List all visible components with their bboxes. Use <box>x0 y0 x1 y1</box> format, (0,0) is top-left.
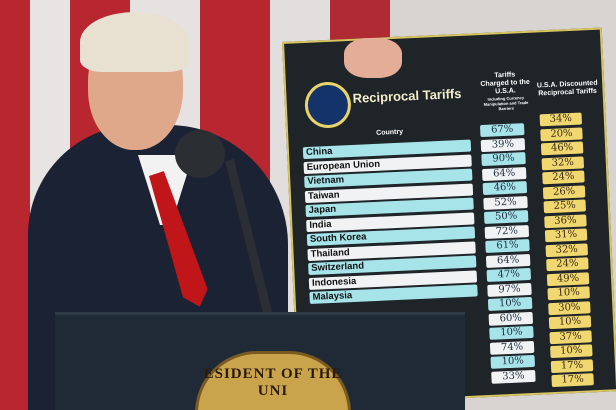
charged-cell: 52% <box>483 195 528 210</box>
discounted-cell: 37% <box>549 329 592 344</box>
charged-subheader: Including Currency Manipulation and Trad… <box>483 95 529 112</box>
charged-cell: 90% <box>481 152 526 167</box>
charged-cell: 50% <box>483 210 529 225</box>
country-header: Country <box>376 128 404 137</box>
discounted-cell: 34% <box>539 112 583 127</box>
discounted-cell: 30% <box>548 300 591 315</box>
discounted-header: U.S.A. Discounted Reciprocal Tariffs <box>536 79 598 98</box>
charged-cell: 67% <box>479 123 525 138</box>
charged-cell: 10% <box>489 325 534 340</box>
discounted-cell: 24% <box>542 170 585 185</box>
charged-cell: 10% <box>490 354 535 369</box>
discounted-cell: 36% <box>544 213 587 228</box>
discounted-cell: 20% <box>540 126 583 141</box>
charged-header-text: Tariffs Charged to the U.S.A. <box>480 71 530 96</box>
discounted-cell: 46% <box>540 141 584 156</box>
charged-cell: 10% <box>487 296 533 311</box>
discounted-cell: 24% <box>546 257 589 272</box>
charged-cell: 74% <box>489 340 535 355</box>
charged-cell: 47% <box>486 267 532 282</box>
charged-cell: 61% <box>485 238 530 253</box>
charged-cell: 46% <box>482 181 528 196</box>
discounted-cell: 49% <box>546 271 590 286</box>
seal-text: ESIDENT OF THE UNI <box>203 366 343 399</box>
hand <box>344 38 402 78</box>
discounted-cell: 10% <box>548 315 592 330</box>
charged-cell: 33% <box>491 369 536 384</box>
discounted-cell: 17% <box>550 358 594 373</box>
microphone <box>175 130 225 178</box>
charged-header: Tariffs Charged to the U.S.A. Including C… <box>480 71 532 112</box>
charged-cell: 39% <box>480 137 526 152</box>
charged-cell: 72% <box>484 224 530 239</box>
board-title: Reciprocal Tariffs <box>352 85 462 106</box>
discounted-cell: 25% <box>543 199 586 214</box>
speaker-hair <box>80 12 190 72</box>
discounted-cell: 26% <box>542 184 586 199</box>
podium-seal: ESIDENT OF THE UNI <box>195 351 351 410</box>
charged-cell: 60% <box>488 311 534 326</box>
discounted-cell: 10% <box>547 286 590 301</box>
discounted-cell: 32% <box>541 155 585 170</box>
charged-cell: 64% <box>481 166 527 181</box>
presidential-seal-icon <box>303 80 352 130</box>
charged-cell: 97% <box>487 282 532 297</box>
flag-stripe <box>0 0 30 410</box>
discounted-cell: 10% <box>550 344 593 359</box>
discounted-cell: 32% <box>545 242 588 257</box>
discounted-cell: 17% <box>551 373 594 388</box>
discounted-cell: 31% <box>544 228 588 243</box>
charged-cell: 64% <box>485 253 531 268</box>
podium: ESIDENT OF THE UNI <box>55 312 465 410</box>
